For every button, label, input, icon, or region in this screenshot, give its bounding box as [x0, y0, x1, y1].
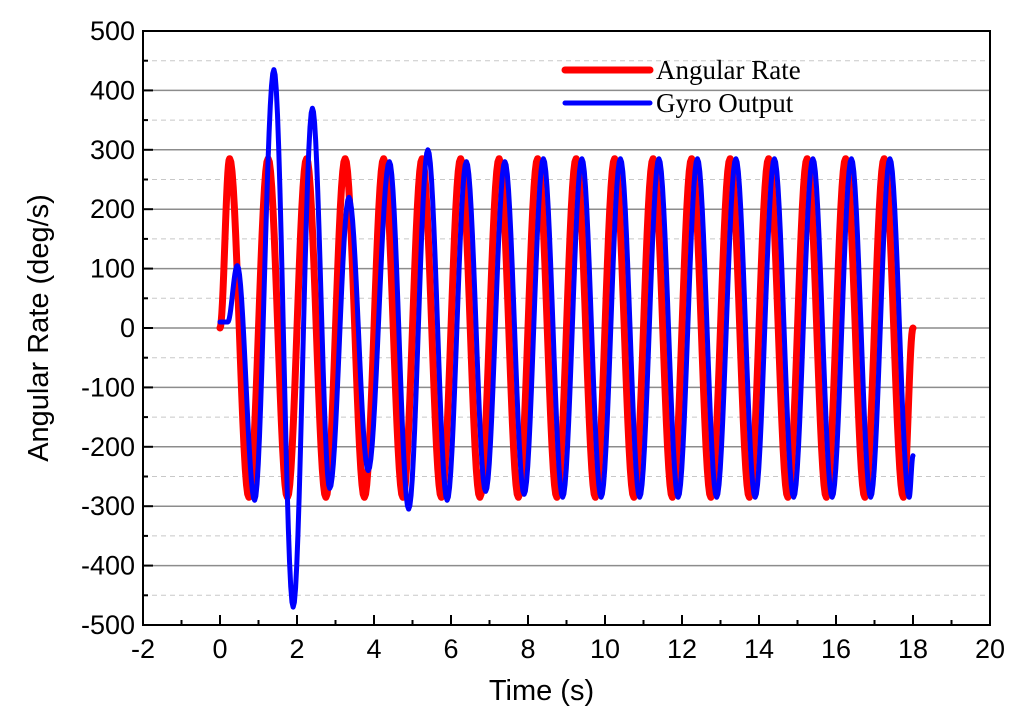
x-tick-label: 20 — [975, 634, 1005, 664]
x-tick-label: 4 — [366, 634, 381, 664]
y-axis-title: Angular Rate (deg/s) — [23, 194, 55, 462]
y-tick-label: -500 — [81, 610, 135, 640]
ticks-layer — [142, 30, 991, 626]
y-tick-label: -100 — [81, 372, 135, 402]
series-line-gyro-output — [217, 67, 916, 610]
y-tick-label: 200 — [90, 194, 135, 224]
y-tick-label: 100 — [90, 254, 135, 284]
y-tick-label: 300 — [90, 135, 135, 165]
tick-labels-layer: -2 0 2 4 6 8 10 12 14 16 18 20 500 400 300 200 100 0 -100 -… — [81, 16, 1005, 664]
x-tick-label: 2 — [289, 634, 304, 664]
x-tick-label: 8 — [520, 634, 535, 664]
x-tick-label: 14 — [744, 634, 774, 664]
legend-label-angular-rate: Angular Rate — [656, 55, 801, 85]
x-axis-title: Time (s) — [489, 675, 594, 707]
y-tick-label: 400 — [90, 75, 135, 105]
y-tick-label: 500 — [90, 16, 135, 46]
y-tick-label: 0 — [120, 313, 135, 343]
legend: Angular Rate Gyro Output — [561, 55, 801, 118]
y-tick-label: -300 — [81, 491, 135, 521]
x-tick-label: 0 — [212, 634, 227, 664]
x-tick-label: 12 — [667, 634, 697, 664]
y-tick-label: -400 — [81, 551, 135, 581]
x-tick-label: 6 — [443, 634, 458, 664]
x-tick-label: -2 — [131, 634, 155, 664]
y-tick-label: -200 — [81, 432, 135, 462]
legend-label-gyro-output: Gyro Output — [656, 88, 794, 118]
x-tick-label: 16 — [821, 634, 851, 664]
x-tick-label: 10 — [590, 634, 620, 664]
series-layer — [216, 67, 917, 610]
x-tick-label: 18 — [898, 634, 928, 664]
